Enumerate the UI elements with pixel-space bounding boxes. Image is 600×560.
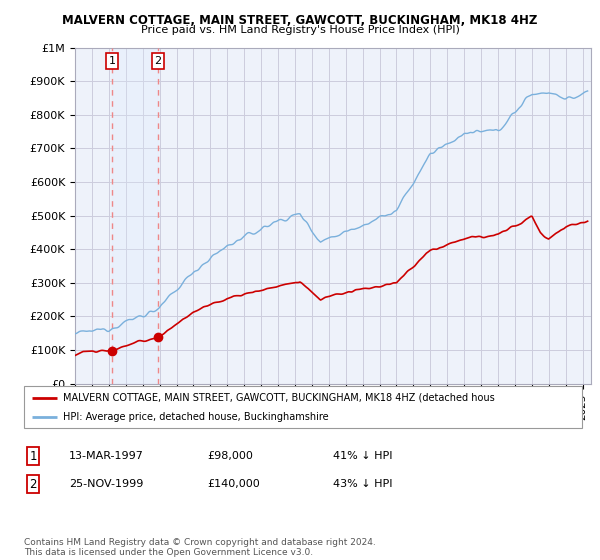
Text: 13-MAR-1997: 13-MAR-1997: [69, 451, 144, 461]
Text: 2: 2: [29, 478, 37, 491]
Text: 41% ↓ HPI: 41% ↓ HPI: [333, 451, 392, 461]
Text: Contains HM Land Registry data © Crown copyright and database right 2024.
This d: Contains HM Land Registry data © Crown c…: [24, 538, 376, 557]
Text: HPI: Average price, detached house, Buckinghamshire: HPI: Average price, detached house, Buck…: [63, 412, 329, 422]
Text: 25-NOV-1999: 25-NOV-1999: [69, 479, 143, 489]
FancyBboxPatch shape: [24, 386, 582, 428]
Text: 2: 2: [154, 56, 161, 66]
Text: MALVERN COTTAGE, MAIN STREET, GAWCOTT, BUCKINGHAM, MK18 4HZ: MALVERN COTTAGE, MAIN STREET, GAWCOTT, B…: [62, 14, 538, 27]
Text: £140,000: £140,000: [207, 479, 260, 489]
Bar: [112, 48, 158, 384]
Text: MALVERN COTTAGE, MAIN STREET, GAWCOTT, BUCKINGHAM, MK18 4HZ (detached hous: MALVERN COTTAGE, MAIN STREET, GAWCOTT, B…: [63, 393, 495, 403]
Text: 43% ↓ HPI: 43% ↓ HPI: [333, 479, 392, 489]
Text: 1: 1: [29, 450, 37, 463]
Text: 1: 1: [109, 56, 116, 66]
Text: £98,000: £98,000: [207, 451, 253, 461]
Text: Price paid vs. HM Land Registry's House Price Index (HPI): Price paid vs. HM Land Registry's House …: [140, 25, 460, 35]
